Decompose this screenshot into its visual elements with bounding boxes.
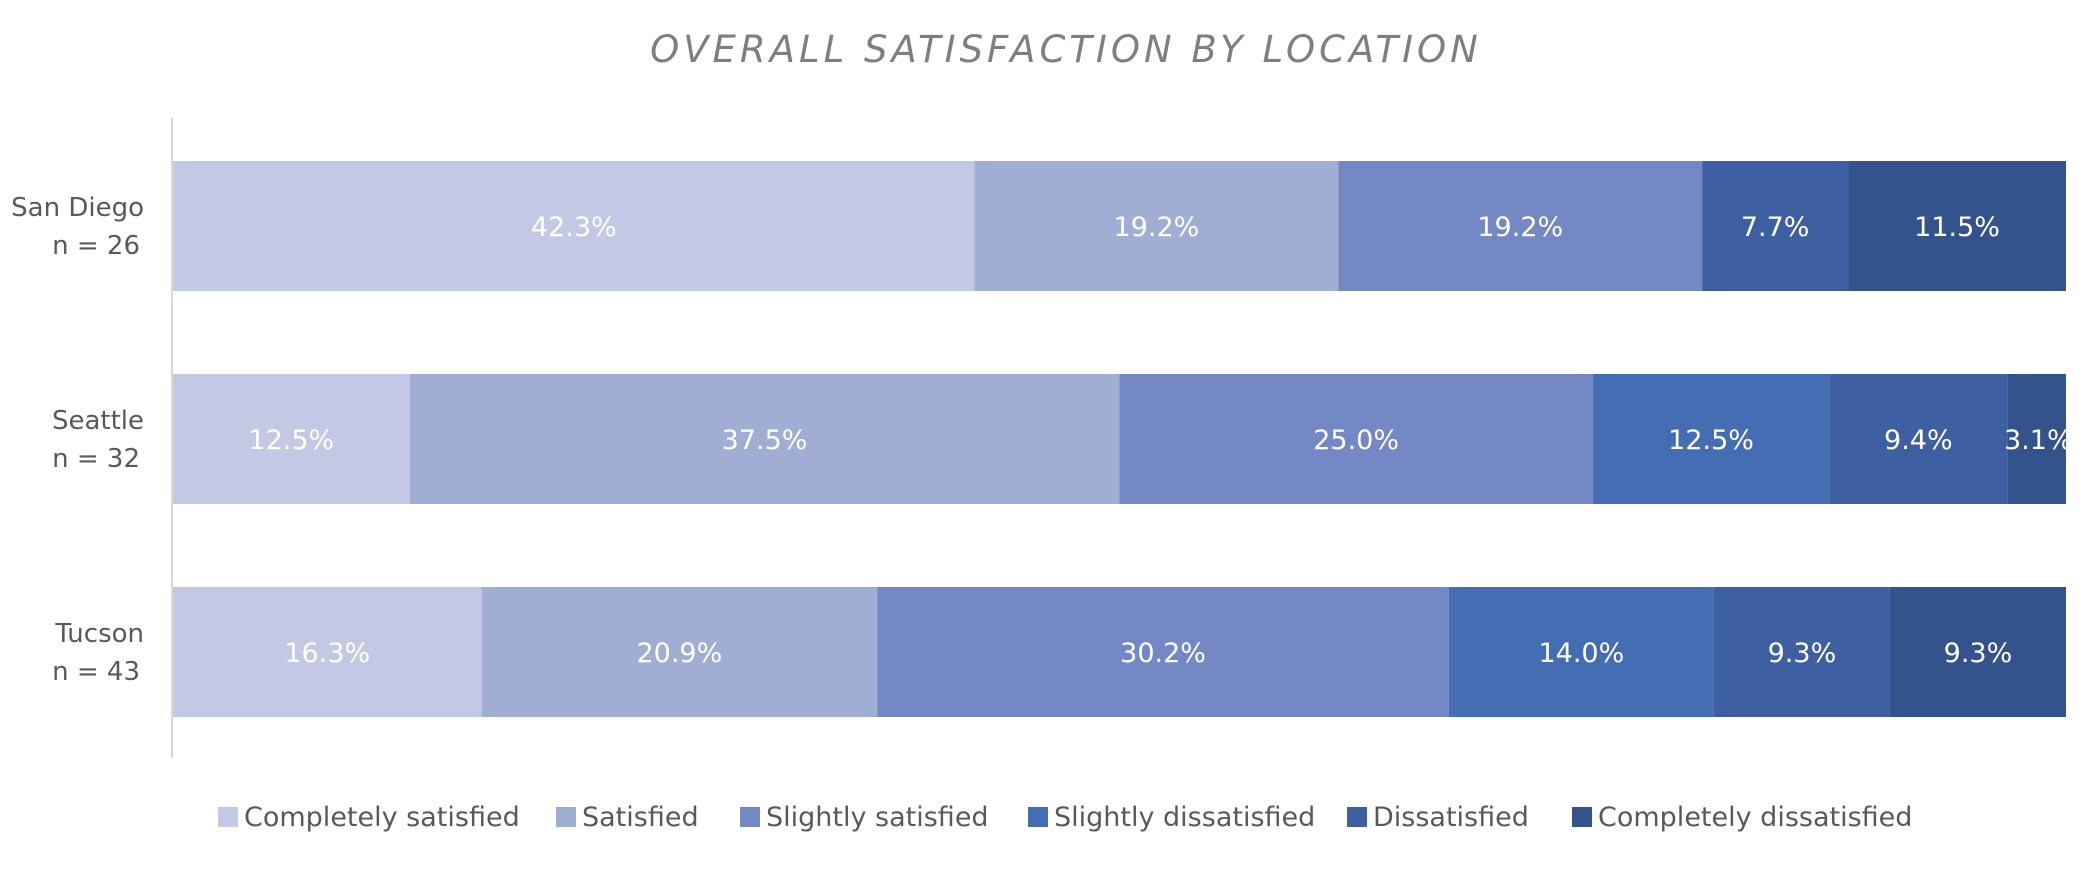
bar-segment [409, 374, 1120, 504]
bar-segment [1592, 374, 1830, 504]
data-label: 7.7% [1741, 212, 1810, 243]
bar-segment [1889, 587, 2066, 717]
legend-swatch [1347, 807, 1367, 827]
chart-title: OVERALL SATISFACTION BY LOCATION [650, 28, 1482, 71]
data-label: 12.5% [248, 425, 334, 456]
category-labels: San Diego n = 26 Seattle n = 32 Tucson n = 43 [11, 193, 144, 687]
data-label: 11.5% [1914, 212, 2000, 243]
data-label: 42.3% [531, 212, 617, 243]
data-label: 30.2% [1120, 638, 1206, 669]
data-label: 19.2% [1114, 212, 1200, 243]
data-label: 12.5% [1668, 425, 1754, 456]
legend-swatch [556, 807, 576, 827]
legend-swatch [1028, 807, 1048, 827]
data-label: 19.2% [1477, 212, 1563, 243]
data-label: 25.0% [1313, 425, 1399, 456]
legend-label: Dissatisfied [1373, 802, 1529, 833]
category-label: Seattle [52, 406, 144, 436]
category-count-label: n = 26 [52, 231, 140, 261]
legend-label: Slightly satisfied [766, 802, 989, 833]
category-count-label: n = 43 [52, 657, 140, 687]
legend-label: Completely satisfied [244, 802, 520, 833]
data-label: 3.1% [2004, 425, 2073, 456]
bar-segment [974, 161, 1339, 291]
legend-swatch [740, 807, 760, 827]
category-label: Tucson [54, 619, 144, 649]
data-label: 14.0% [1538, 638, 1624, 669]
data-label: 16.3% [284, 638, 370, 669]
legend-label: Completely dissatisfied [1598, 802, 1912, 833]
legend-swatch [218, 807, 238, 827]
bar-segment [1448, 587, 1714, 717]
data-label: 37.5% [722, 425, 808, 456]
category-label: San Diego [11, 193, 144, 223]
bar-segment [2007, 374, 2066, 504]
bar-segment [1119, 374, 1593, 504]
bar-segment [173, 587, 482, 717]
legend-swatch [1572, 807, 1592, 827]
data-label: 9.3% [1768, 638, 1837, 669]
legend: Completely satisfied Satisfied Slightly sa… [218, 802, 1912, 833]
bar-segment [1848, 161, 2066, 291]
legend-label: Satisfied [582, 802, 699, 833]
data-label: 9.3% [1944, 638, 2013, 669]
legend-label: Slightly dissatisfied [1054, 802, 1315, 833]
bar-segment [481, 587, 878, 717]
bar-segment [173, 161, 975, 291]
bar-segment [173, 374, 410, 504]
bar-segment [1338, 161, 1703, 291]
data-label: 20.9% [636, 638, 722, 669]
category-count-label: n = 32 [52, 444, 140, 474]
bar-segment [1713, 587, 1890, 717]
bar-segment [1702, 161, 1849, 291]
bars-group: 42.3% 19.2% 19.2% 7.7% 11.5% 12.5% 37.5% 25.0% 1… [173, 161, 2073, 717]
bar-segment [1829, 374, 2008, 504]
bar-segment [877, 587, 1449, 717]
data-label: 9.4% [1884, 425, 1953, 456]
